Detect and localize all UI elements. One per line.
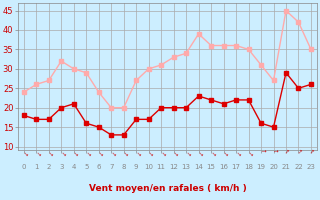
Text: ↑: ↑ <box>170 149 177 156</box>
Text: ↑: ↑ <box>83 149 90 156</box>
Text: ↑: ↑ <box>120 149 127 156</box>
Text: ↑: ↑ <box>271 149 276 154</box>
Text: ↑: ↑ <box>70 149 77 156</box>
Text: ↑: ↑ <box>145 149 152 156</box>
Text: ↑: ↑ <box>220 149 227 156</box>
Text: ↑: ↑ <box>295 149 302 156</box>
Text: ↑: ↑ <box>245 149 252 156</box>
Text: ↑: ↑ <box>95 149 102 156</box>
Text: ↑: ↑ <box>158 149 164 156</box>
Text: ↑: ↑ <box>58 149 65 156</box>
Text: ↑: ↑ <box>283 149 289 156</box>
Text: ↑: ↑ <box>195 149 202 156</box>
Text: ↑: ↑ <box>233 149 239 156</box>
Text: ↑: ↑ <box>33 149 40 156</box>
Text: ↑: ↑ <box>183 149 189 156</box>
Text: ↑: ↑ <box>20 149 27 156</box>
Text: ↑: ↑ <box>308 149 314 156</box>
Text: ↑: ↑ <box>45 149 52 156</box>
Text: ↑: ↑ <box>133 149 140 156</box>
Text: ↑: ↑ <box>208 149 214 156</box>
Text: ↑: ↑ <box>259 149 264 154</box>
X-axis label: Vent moyen/en rafales ( km/h ): Vent moyen/en rafales ( km/h ) <box>89 184 246 193</box>
Text: ↑: ↑ <box>108 149 115 156</box>
